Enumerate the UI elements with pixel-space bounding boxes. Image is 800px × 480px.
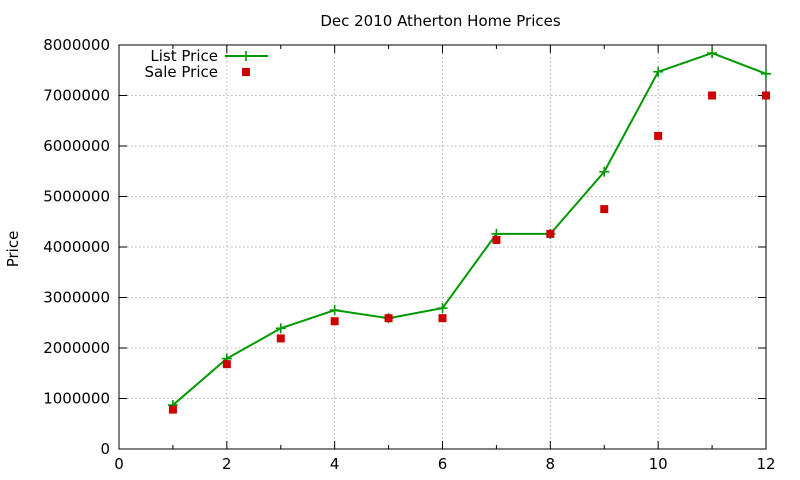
sale-price-point	[762, 91, 770, 100]
x-tick-label: 8	[546, 455, 556, 473]
legend-label-list-price: List Price	[150, 47, 218, 65]
sale-price-point	[276, 334, 285, 343]
list-price-point	[329, 305, 340, 316]
x-tick-label: 4	[330, 455, 340, 473]
y-tick-label: 8000000	[43, 36, 110, 54]
y-tick-label: 4000000	[43, 238, 110, 256]
list-price-point	[437, 303, 448, 314]
y-tick-label: 1000000	[43, 390, 110, 408]
series	[167, 48, 771, 414]
sale-price-point	[600, 205, 609, 214]
list-price-point	[653, 66, 664, 77]
sale-price-point	[168, 405, 177, 414]
sale-price-point	[438, 314, 447, 323]
y-tick-label: 6000000	[43, 137, 110, 155]
list-price-point	[599, 166, 610, 177]
x-tick-label: 0	[114, 455, 124, 473]
list-price-point	[761, 68, 771, 79]
list-price-line	[172, 52, 767, 406]
list-price-point	[707, 48, 718, 59]
y-tick-label: 7000000	[43, 87, 110, 105]
legend-label-sale-price: Sale Price	[145, 63, 218, 81]
x-tick-label: 10	[649, 455, 668, 473]
y-tick-label: 3000000	[43, 289, 110, 307]
sale-price-point	[384, 314, 393, 323]
x-tick-label: 6	[438, 455, 448, 473]
legend-marker-list-price	[241, 51, 251, 61]
sale-price-point	[492, 235, 501, 244]
chart-title: Dec 2010 Atherton Home Prices	[320, 12, 561, 30]
x-tick-label: 12	[756, 455, 775, 473]
y-tick-label: 2000000	[43, 339, 110, 357]
sale-price-point	[708, 91, 717, 100]
sale-price-point	[654, 131, 663, 140]
sale-price-point	[546, 229, 555, 238]
axes: 0 1000000 2000000 3000000 4000000 5000000 6000…	[43, 36, 775, 473]
sale-price-point	[222, 360, 231, 369]
y-axis-title: Price	[4, 231, 22, 268]
grid	[119, 45, 766, 449]
legend-marker-sale-price	[242, 68, 250, 76]
y-tick-label: 0	[100, 440, 110, 458]
x-tick-label: 2	[222, 455, 232, 473]
y-tick-label: 5000000	[43, 188, 110, 206]
list-price-point	[275, 323, 286, 334]
sale-price-point	[330, 317, 339, 326]
